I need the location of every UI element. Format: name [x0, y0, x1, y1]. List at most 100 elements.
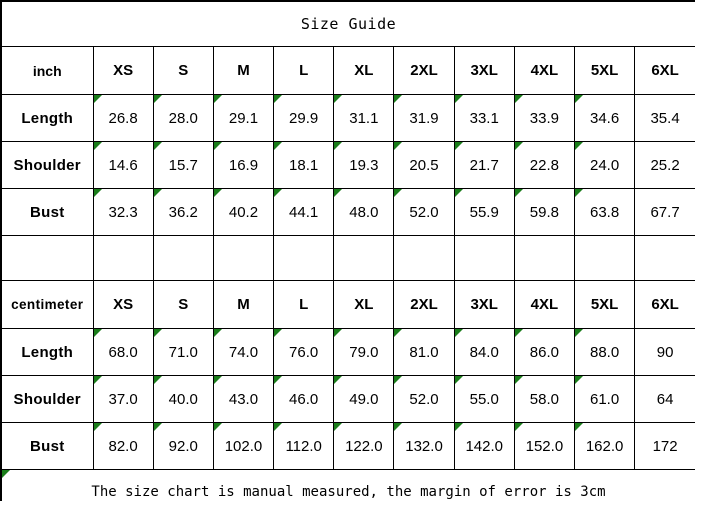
measure-value: 37.0 — [93, 376, 153, 423]
measure-value-text: 35.4 — [635, 111, 695, 126]
measure-label-shoulder: Shoulder — [2, 142, 93, 189]
measure-value-text: 22.8 — [515, 158, 574, 173]
measure-value-text: 31.1 — [334, 111, 393, 126]
measure-value: 49.0 — [334, 376, 394, 423]
measure-value: 31.9 — [394, 95, 454, 142]
measure-value: 82.0 — [93, 423, 153, 470]
measure-value-text: 76.0 — [274, 345, 333, 360]
measure-value: 162.0 — [575, 423, 635, 470]
measure-value: 71.0 — [153, 329, 213, 376]
size-header-xs: XS — [93, 47, 153, 95]
measure-value: 81.0 — [394, 329, 454, 376]
measure-value: 92.0 — [153, 423, 213, 470]
measure-value: 26.8 — [93, 95, 153, 142]
size-header-m: M — [213, 281, 273, 329]
measure-value-text: 26.8 — [94, 111, 153, 126]
measure-value-text: 132.0 — [394, 439, 453, 454]
size-header-2xl: 2XL — [394, 47, 454, 95]
measure-value: 84.0 — [454, 329, 514, 376]
measure-value: 132.0 — [394, 423, 454, 470]
measure-label-bust-text: Bust — [2, 205, 93, 220]
measure-value: 31.1 — [334, 95, 394, 142]
measure-value-text: 14.6 — [94, 158, 153, 173]
measure-value-text: 61.0 — [575, 392, 634, 407]
footer-row: The size chart is manual measured, the m… — [2, 470, 695, 514]
title-row: Size Guide — [2, 2, 695, 47]
measure-value: 25.2 — [635, 142, 695, 189]
unit-header-centimeter-text: centimeter — [2, 298, 93, 312]
measure-value-text: 16.9 — [214, 158, 273, 173]
measure-value-text: 52.0 — [394, 392, 453, 407]
measure-value-text: 86.0 — [515, 345, 574, 360]
spacer-cell — [454, 236, 514, 281]
measure-label-bust: Bust — [2, 189, 93, 236]
measure-value-text: 112.0 — [274, 439, 333, 454]
size-header-6xl: 6XL — [635, 281, 695, 329]
size-header-xs-text: XS — [94, 297, 153, 312]
size-header-3xl: 3XL — [454, 47, 514, 95]
size-header-5xl-text: 5XL — [575, 297, 634, 312]
measure-value-text: 162.0 — [575, 439, 634, 454]
size-header-xs: XS — [93, 281, 153, 329]
measure-value-text: 88.0 — [575, 345, 634, 360]
measure-value: 20.5 — [394, 142, 454, 189]
measure-label-length: Length — [2, 329, 93, 376]
measure-value: 16.9 — [213, 142, 273, 189]
measure-value: 40.2 — [213, 189, 273, 236]
measure-value-text: 55.0 — [455, 392, 514, 407]
measure-value: 79.0 — [334, 329, 394, 376]
measure-value: 76.0 — [274, 329, 334, 376]
measure-value-text: 46.0 — [274, 392, 333, 407]
measure-value-text: 29.1 — [214, 111, 273, 126]
measure-value-text: 152.0 — [515, 439, 574, 454]
measure-value-text: 102.0 — [214, 439, 273, 454]
measure-value: 15.7 — [153, 142, 213, 189]
size-header-6xl: 6XL — [635, 47, 695, 95]
measure-value-text: 142.0 — [455, 439, 514, 454]
spacer-cell — [274, 236, 334, 281]
measure-value: 63.8 — [575, 189, 635, 236]
measure-value-text: 31.9 — [394, 111, 453, 126]
measure-value-text: 25.2 — [635, 158, 695, 173]
measure-value: 122.0 — [334, 423, 394, 470]
spacer-cell — [93, 236, 153, 281]
measure-value-text: 44.1 — [274, 205, 333, 220]
measure-value-text: 34.6 — [575, 111, 634, 126]
measure-value: 86.0 — [514, 329, 574, 376]
footer-note-text: The size chart is manual measured, the m… — [2, 485, 695, 499]
measure-value: 142.0 — [454, 423, 514, 470]
measure-value: 40.0 — [153, 376, 213, 423]
size-header-4xl-text: 4XL — [515, 297, 574, 312]
measure-value: 152.0 — [514, 423, 574, 470]
measure-value: 102.0 — [213, 423, 273, 470]
spacer-cell — [2, 236, 93, 281]
spacer-cell — [514, 236, 574, 281]
measure-value-text: 33.1 — [455, 111, 514, 126]
measure-value-text: 37.0 — [94, 392, 153, 407]
measure-value: 55.0 — [454, 376, 514, 423]
measure-value-text: 15.7 — [154, 158, 213, 173]
measure-value: 21.7 — [454, 142, 514, 189]
measure-value: 32.3 — [93, 189, 153, 236]
measure-label-bust-text: Bust — [2, 439, 93, 454]
measure-value: 46.0 — [274, 376, 334, 423]
measure-value-text: 84.0 — [455, 345, 514, 360]
measure-value: 52.0 — [394, 376, 454, 423]
measure-label-shoulder-text: Shoulder — [2, 158, 93, 173]
measure-value-text: 52.0 — [394, 205, 453, 220]
unit-header-inch: inch — [2, 47, 93, 95]
measure-value-text: 90 — [635, 345, 695, 360]
measure-value: 74.0 — [213, 329, 273, 376]
measure-value-text: 49.0 — [334, 392, 393, 407]
measure-value-text: 18.1 — [274, 158, 333, 173]
measure-value: 24.0 — [575, 142, 635, 189]
measure-value: 44.1 — [274, 189, 334, 236]
size-header-6xl-text: 6XL — [635, 63, 695, 78]
size-header-4xl-text: 4XL — [515, 63, 574, 78]
